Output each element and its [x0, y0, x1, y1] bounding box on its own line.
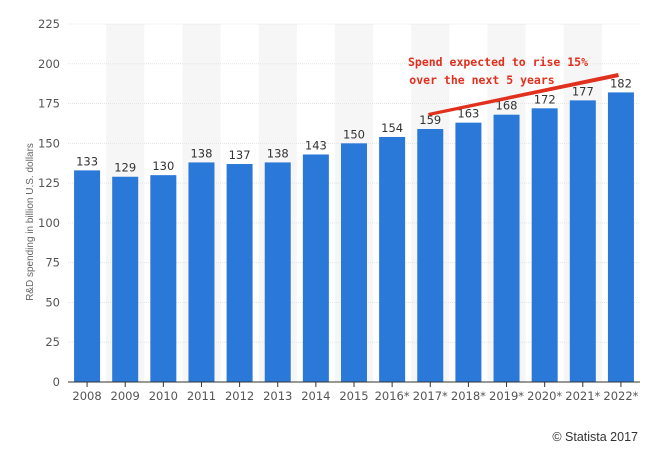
bar [455, 122, 482, 382]
y-tick-label: 100 [38, 216, 60, 230]
data-label: 163 [457, 107, 479, 121]
bar [302, 154, 329, 382]
data-label: 177 [572, 84, 594, 98]
data-label: 150 [343, 127, 365, 141]
annotation-line-2: over the next 5 years [409, 73, 554, 87]
data-label: 172 [534, 92, 556, 106]
x-tick-label: 2014 [301, 389, 330, 403]
x-tick-label: 2012 [225, 389, 254, 403]
x-tick-label: 2019* [489, 389, 524, 403]
source-credit: © Statista 2017 [552, 430, 638, 444]
bar [569, 100, 596, 382]
bar [341, 143, 367, 382]
bar [531, 108, 558, 382]
bar [74, 170, 101, 382]
x-tick-label: 2010 [149, 389, 178, 403]
trend-arrow [428, 73, 619, 116]
y-tick-label: 25 [45, 335, 60, 349]
x-tick-label: 2017* [413, 389, 448, 403]
data-label: 182 [610, 76, 632, 90]
y-tick-label: 75 [45, 256, 60, 270]
data-label: 129 [114, 161, 136, 175]
data-label: 143 [305, 138, 327, 152]
x-tick-label: 2016* [375, 389, 410, 403]
y-tick-label: 0 [53, 375, 60, 389]
data-label: 159 [419, 113, 441, 127]
data-label: 138 [267, 146, 289, 160]
x-tick-label: 2008 [72, 389, 101, 403]
y-tick-label: 125 [38, 176, 60, 190]
data-label: 138 [190, 146, 212, 160]
data-label: 168 [496, 99, 518, 113]
x-tick-label: 2021* [565, 389, 600, 403]
y-axis-label: R&D spending in billion U.S. dollars [25, 143, 36, 301]
x-tick-label: 2011 [187, 389, 216, 403]
x-tick-label: 2013 [263, 389, 292, 403]
x-tick-label: 2009 [111, 389, 140, 403]
bar [264, 162, 291, 382]
x-tick-label: 2015 [339, 389, 368, 403]
bars [74, 92, 634, 383]
annotation-line-1: Spend expected to rise 15% [408, 55, 588, 69]
x-axis-ticks: 2008 2009 2010 2011 2012 2013 2014 2015 2016* 201… [72, 382, 639, 403]
y-tick-label: 225 [38, 17, 60, 31]
y-tick-label: 175 [38, 97, 60, 111]
x-tick-label: 2020* [527, 389, 562, 403]
bar [493, 114, 520, 383]
bar [226, 164, 253, 382]
bar [607, 92, 634, 382]
data-labels: 133 129 130 138 137 138 143 150 154 159 163 168 172 1… [76, 76, 632, 174]
data-label: 133 [76, 154, 98, 168]
data-label: 154 [381, 121, 403, 135]
data-label: 137 [229, 148, 251, 162]
bar [112, 176, 139, 382]
x-tick-label: 2018* [451, 389, 486, 403]
data-label: 130 [152, 159, 174, 173]
annotation: Spend expected to rise 15% over the next… [408, 55, 619, 116]
bar [188, 162, 215, 382]
y-tick-label: 50 [45, 295, 60, 309]
bar [150, 175, 177, 382]
y-tick-label: 150 [38, 136, 60, 150]
bar [379, 136, 406, 382]
y-axis-ticks: 0 25 50 75 100 125 150 175 200 225 [38, 17, 60, 389]
bar [417, 129, 444, 382]
x-tick-label: 2022* [603, 389, 638, 403]
y-tick-label: 200 [38, 57, 60, 71]
